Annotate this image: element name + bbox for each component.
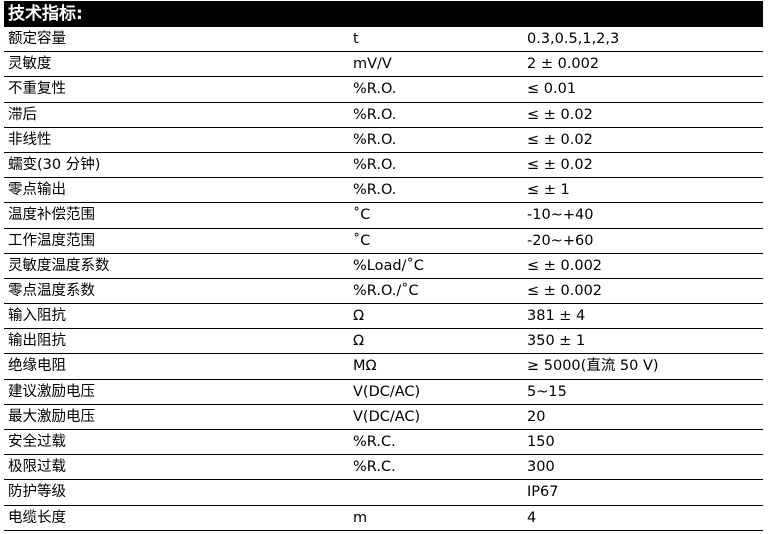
spec-value: 20 bbox=[527, 408, 546, 425]
table-row: 工作温度范围 ˚C -20~+60 bbox=[4, 229, 763, 254]
spec-value: 5~15 bbox=[527, 383, 567, 400]
spec-unit: t bbox=[353, 31, 359, 47]
spec-name: 最大激励电压 bbox=[8, 408, 95, 425]
table-row: 蠕变(30 分钟) %R.O. ≤ ± 0.02 bbox=[4, 153, 763, 179]
table-row: 零点温度系数 %R.O./˚C ≤ ± 0.002 bbox=[4, 279, 763, 305]
spec-value: IP67 bbox=[527, 484, 559, 501]
table-title: 技术指标: bbox=[4, 1, 763, 27]
table-row: 不重复性 %R.O. ≤ 0.01 bbox=[4, 77, 763, 103]
spec-name: 安全过载 bbox=[8, 434, 66, 450]
table-row: 建议激励电压 V(DC/AC) 5~15 bbox=[4, 380, 763, 405]
spec-name: 绝缘电阻 bbox=[8, 358, 66, 375]
spec-value: 350 ± 1 bbox=[527, 333, 586, 350]
spec-unit: %R.O. bbox=[353, 81, 397, 98]
spec-unit: m bbox=[353, 509, 368, 526]
table-row: 非线性 %R.O. ≤ ± 0.02 bbox=[4, 128, 763, 153]
spec-value: ≤ 0.01 bbox=[527, 81, 577, 98]
table-row: 零点输出 %R.O. ≤ ± 1 bbox=[4, 178, 763, 204]
spec-name: 不重复性 bbox=[8, 81, 66, 98]
spec-name: 灵敏度温度系数 bbox=[8, 257, 110, 274]
spec-unit: V(DC/AC) bbox=[353, 408, 421, 425]
spec-value: ≤ ± 0.02 bbox=[527, 106, 593, 123]
spec-name: 零点温度系数 bbox=[8, 282, 95, 299]
spec-name: 建议激励电压 bbox=[8, 383, 95, 400]
table-row: 极限过载 %R.C. 300 bbox=[4, 455, 763, 481]
table-row: 防护等级 IP67 bbox=[4, 480, 763, 506]
spec-value: ≤ ± 0.002 bbox=[527, 282, 603, 299]
spec-table: 技术指标: 额定容量 t 0.3,0.5,1,2,3 灵敏度 mV/V 2 ± 0.002… bbox=[4, 1, 763, 531]
spec-name: 滞后 bbox=[8, 106, 37, 123]
table-row: 灵敏度 mV/V 2 ± 0.002 bbox=[4, 52, 763, 78]
spec-name: 输入阻抗 bbox=[8, 308, 66, 325]
spec-unit: %R.O./˚C bbox=[353, 282, 419, 299]
spec-value: 150 bbox=[527, 434, 555, 450]
spec-name: 电缆长度 bbox=[8, 509, 66, 526]
spec-value: -20~+60 bbox=[527, 232, 594, 249]
spec-value: ≥ 5000(直流 50 V) bbox=[527, 358, 659, 375]
spec-value: ≤ ± 0.002 bbox=[527, 257, 603, 274]
spec-name: 输出阻抗 bbox=[8, 333, 66, 350]
table-row: 额定容量 t 0.3,0.5,1,2,3 bbox=[4, 27, 763, 53]
spec-name: 蠕变(30 分钟) bbox=[8, 156, 101, 173]
spec-unit: V(DC/AC) bbox=[353, 383, 421, 400]
spec-unit: ˚C bbox=[353, 207, 371, 224]
spec-unit: Ω bbox=[353, 308, 365, 325]
spec-unit: %R.O. bbox=[353, 182, 397, 199]
spec-name: 工作温度范围 bbox=[8, 232, 95, 249]
table-row: 最大激励电压 V(DC/AC) 20 bbox=[4, 405, 763, 430]
table-row: 电缆长度 m 4 bbox=[4, 506, 763, 531]
spec-value: 2 ± 0.002 bbox=[527, 56, 600, 73]
spec-name: 零点输出 bbox=[8, 182, 66, 199]
spec-unit: %R.C. bbox=[353, 434, 396, 450]
spec-value: 381 ± 4 bbox=[527, 308, 586, 325]
spec-value: -10~+40 bbox=[527, 207, 594, 224]
table-row: 输出阻抗 Ω 350 ± 1 bbox=[4, 329, 763, 355]
spec-value: 0.3,0.5,1,2,3 bbox=[527, 31, 620, 47]
table-row: 输入阻抗 Ω 381 ± 4 bbox=[4, 304, 763, 330]
table-row: 安全过载 %R.C. 150 bbox=[4, 430, 763, 456]
table-row: 绝缘电阻 MΩ ≥ 5000(直流 50 V) bbox=[4, 354, 763, 380]
spec-value: ≤ ± 1 bbox=[527, 182, 570, 199]
spec-value: ≤ ± 0.02 bbox=[527, 131, 593, 148]
spec-name: 非线性 bbox=[8, 131, 52, 148]
spec-unit: %R.C. bbox=[353, 459, 396, 476]
spec-name: 额定容量 bbox=[8, 31, 66, 47]
spec-value: 300 bbox=[527, 459, 555, 476]
spec-value: ≤ ± 0.02 bbox=[527, 156, 593, 173]
table-row: 温度补偿范围 ˚C -10~+40 bbox=[4, 203, 763, 229]
spec-name: 灵敏度 bbox=[8, 56, 52, 73]
spec-value: 4 bbox=[527, 509, 537, 526]
spec-unit: %R.O. bbox=[353, 131, 397, 148]
spec-unit: %R.O. bbox=[353, 156, 397, 173]
spec-unit: mV/V bbox=[353, 56, 392, 73]
spec-unit: %Load/˚C bbox=[353, 257, 424, 274]
spec-name: 防护等级 bbox=[8, 484, 66, 501]
spec-unit: MΩ bbox=[353, 358, 377, 375]
table-row: 滞后 %R.O. ≤ ± 0.02 bbox=[4, 103, 763, 128]
spec-unit: %R.O. bbox=[353, 106, 397, 123]
spec-name: 极限过载 bbox=[8, 459, 66, 476]
table-row: 灵敏度温度系数 %Load/˚C ≤ ± 0.002 bbox=[4, 254, 763, 279]
spec-name: 温度补偿范围 bbox=[8, 207, 95, 224]
spec-unit: Ω bbox=[353, 333, 365, 350]
spec-unit: ˚C bbox=[353, 232, 371, 249]
